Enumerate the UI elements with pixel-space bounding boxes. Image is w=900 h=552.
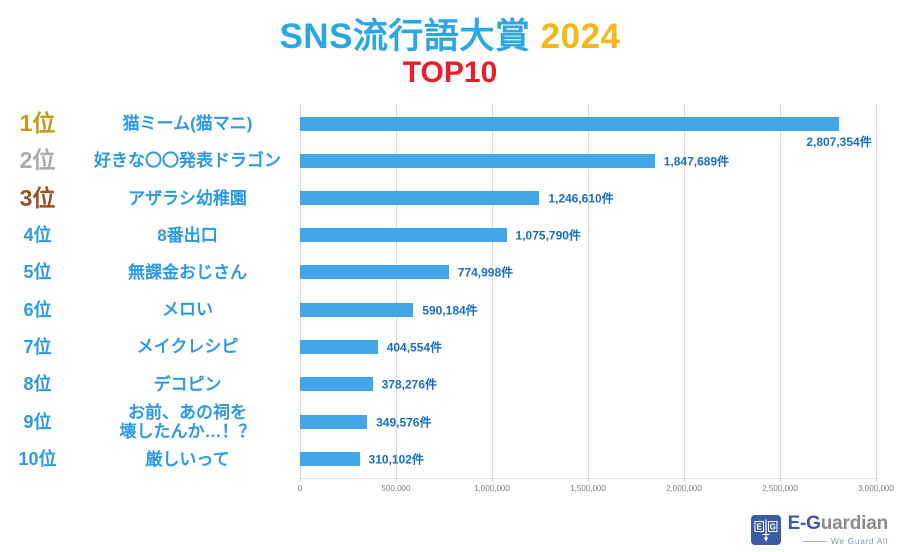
x-axis-tick: 0 — [298, 478, 302, 493]
svg-text:E: E — [756, 523, 762, 532]
bar-track: 1,847,689件 — [300, 142, 876, 179]
value-label: 1,246,610件 — [548, 191, 614, 206]
item-label: お前、あの祠を 壊したんか…！？ — [119, 402, 256, 441]
chart-row: 5位 無課金おじさん 774,998件 — [0, 254, 900, 291]
bar-track: 774,998件 — [300, 254, 876, 291]
x-axis-tick: 2,500,000 — [762, 478, 798, 493]
title-main: SNS流行語大賞 — [279, 17, 531, 56]
title-sub: TOP10 — [402, 55, 498, 89]
brand-name-gray: uardian — [820, 513, 888, 534]
item-label: アザラシ幼稚園 — [128, 188, 247, 208]
value-label: 1,075,790件 — [515, 228, 581, 243]
eguardian-logo-icon: E G — [750, 515, 781, 545]
item-label: 無課金おじさん — [128, 262, 247, 282]
bar-track: 404,554件 — [300, 328, 876, 365]
item-label: 8番出口 — [157, 225, 218, 245]
value-label: 590,184件 — [422, 303, 478, 318]
value-label: 2,807,354件 — [806, 134, 872, 149]
value-label: 1,847,689件 — [663, 154, 730, 169]
bar-track: 1,246,610件 — [300, 179, 876, 216]
rank-label: 2位 — [19, 147, 56, 174]
chart-rows: 1位 猫ミーム(猫マニ) 2,807,354件 2位 好きな〇〇発表ドラゴン 1,847,… — [0, 105, 900, 478]
chart-row: 6位 メロい 590,184件 — [0, 291, 900, 328]
bar — [300, 414, 368, 429]
bar — [300, 116, 840, 131]
rank-label: 5位 — [23, 262, 52, 283]
bar-track: 2,807,354件 — [300, 105, 876, 149]
item-label: 猫ミーム(猫マニ) — [122, 114, 253, 134]
chart-row: 7位 メイクレシピ 404,554件 — [0, 328, 900, 365]
svg-text:G: G — [769, 523, 775, 532]
bar — [300, 191, 540, 206]
bar — [300, 377, 373, 392]
bar-track: 349,576件 — [300, 403, 876, 441]
value-label: 349,576件 — [376, 415, 432, 430]
chart-title: SNS流行語大賞 2024 TOP10 — [0, 18, 900, 88]
x-axis-tick: 500,000 — [382, 478, 410, 493]
title-line1: SNS流行語大賞 2024 — [0, 18, 900, 56]
chart-row: 3位 アザラシ幼稚園 1,246,610件 — [0, 179, 900, 216]
rank-label: 8位 — [23, 374, 52, 395]
item-label: メイクレシピ — [136, 337, 239, 357]
chart-row: 1位 猫ミーム(猫マニ) 2,807,354件 — [0, 105, 900, 149]
x-axis: 0 500,000 1,000,000 1,500,000 2,000,000 2,500… — [298, 478, 894, 496]
x-axis-tick: 2,000,000 — [666, 478, 702, 493]
chart-row: 2位 好きな〇〇発表ドラゴン 1,847,689件 — [0, 142, 900, 179]
item-label: メロい — [162, 300, 213, 320]
bar — [300, 452, 360, 467]
chart-row: 9位 お前、あの祠を 壊したんか…！？ 349,576件 — [0, 403, 900, 441]
rank-label: 10位 — [18, 449, 57, 470]
rank-label: 6位 — [23, 299, 52, 320]
bar — [300, 228, 507, 243]
bar — [300, 153, 655, 168]
value-label: 404,554件 — [386, 340, 443, 355]
rank-label: 4位 — [23, 225, 52, 246]
bar — [300, 339, 378, 354]
value-label: 310,102件 — [368, 452, 424, 467]
bar-track: 590,184件 — [300, 291, 876, 328]
chart-row: 4位 8番出口 1,075,790件 — [0, 217, 900, 254]
x-axis-tick: 3,000,000 — [858, 478, 894, 493]
item-label: 好きな〇〇発表ドラゴン — [94, 151, 281, 171]
brand-name: E-Guardian — [787, 513, 889, 534]
title-year: 2024 — [540, 17, 621, 56]
chart-row: 8位 デコピン 378,276件 — [0, 366, 900, 403]
bar — [300, 302, 414, 317]
value-label: 774,998件 — [457, 265, 514, 280]
brand-tagline: We Guard All — [788, 536, 888, 546]
brand-name-blue: E-G — [787, 513, 821, 534]
rank-label: 7位 — [23, 336, 52, 357]
brand-footer: E G E-Guardian We Guard All — [750, 513, 889, 546]
item-label: デコピン — [153, 374, 222, 394]
chart-row: 10位 厳しいって 310,102件 — [0, 441, 900, 478]
bar-track: 1,075,790件 — [300, 217, 876, 254]
bar — [300, 265, 449, 280]
bar-track: 378,276件 — [300, 366, 876, 403]
rank-label: 1位 — [19, 110, 56, 137]
rank-label: 3位 — [19, 184, 56, 211]
x-axis-tick: 1,000,000 — [474, 478, 510, 493]
bar-track: 310,102件 — [300, 441, 876, 478]
rank-label: 9位 — [23, 411, 52, 432]
value-label: 378,276件 — [381, 377, 438, 392]
item-label: 厳しいって — [145, 449, 230, 469]
brand-text: E-Guardian We Guard All — [787, 513, 889, 546]
x-axis-tick: 1,500,000 — [570, 478, 606, 493]
